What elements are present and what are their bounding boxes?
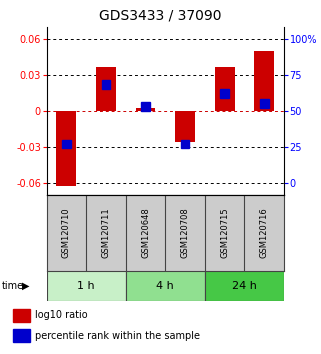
Bar [135,108,155,110]
Text: GSM120711: GSM120711 [101,207,110,258]
Text: 24 h: 24 h [232,281,257,291]
Text: 4 h: 4 h [156,281,174,291]
Bar [215,67,235,110]
Text: GSM120708: GSM120708 [181,207,190,258]
Text: GDS3433 / 37090: GDS3433 / 37090 [99,9,222,23]
Text: GSM120715: GSM120715 [220,207,229,258]
Bar [62,139,71,148]
Bar [141,102,150,110]
Text: GSM120716: GSM120716 [260,207,269,258]
Bar [13,330,30,342]
Bar [101,80,110,89]
Text: percentile rank within the sample: percentile rank within the sample [35,331,200,341]
Bar [260,99,269,108]
Bar [175,110,195,142]
Text: GSM120710: GSM120710 [62,207,71,258]
Bar [13,309,30,321]
Bar [181,139,189,148]
Text: 1 h: 1 h [77,281,95,291]
Text: ▶: ▶ [22,281,29,291]
Bar [126,271,205,301]
Text: log10 ratio: log10 ratio [35,310,88,320]
Text: GSM120648: GSM120648 [141,207,150,258]
Bar [205,271,284,301]
Bar [56,110,76,186]
Bar [220,89,229,98]
Text: time: time [2,281,24,291]
Bar [254,51,274,110]
Bar [47,271,126,301]
Bar [96,67,116,110]
